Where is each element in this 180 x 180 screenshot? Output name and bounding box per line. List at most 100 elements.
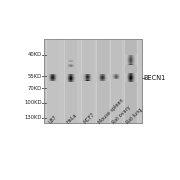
Bar xyxy=(121,78,122,79)
Bar xyxy=(56,74,57,75)
Bar xyxy=(119,76,120,77)
Bar xyxy=(108,75,109,81)
Bar xyxy=(75,81,76,82)
Bar xyxy=(72,61,73,62)
Bar xyxy=(126,60,127,61)
Bar xyxy=(133,76,134,77)
Bar xyxy=(71,81,72,82)
Bar xyxy=(91,79,92,80)
Bar xyxy=(90,74,91,75)
Bar xyxy=(75,76,76,77)
Bar xyxy=(132,76,133,77)
Bar xyxy=(108,79,109,80)
Bar xyxy=(47,75,48,76)
Bar xyxy=(85,78,86,79)
Bar xyxy=(135,75,136,76)
Bar xyxy=(73,77,74,78)
Bar xyxy=(134,63,135,64)
Bar xyxy=(90,77,91,78)
Bar xyxy=(87,75,88,76)
Bar xyxy=(70,78,71,79)
Bar xyxy=(128,77,129,78)
Bar xyxy=(117,77,118,78)
Bar xyxy=(52,80,53,81)
Bar xyxy=(125,63,126,64)
Bar xyxy=(119,77,120,78)
Bar xyxy=(74,75,75,76)
Bar xyxy=(49,78,50,79)
Bar xyxy=(125,59,126,60)
Bar xyxy=(74,64,75,65)
Bar xyxy=(116,78,117,79)
Bar xyxy=(128,57,129,58)
Bar xyxy=(136,59,137,60)
Bar xyxy=(126,80,127,81)
Bar xyxy=(99,79,100,80)
Bar xyxy=(128,78,129,79)
Bar xyxy=(65,61,66,62)
Bar xyxy=(129,73,130,74)
Bar xyxy=(110,78,111,79)
Bar xyxy=(130,56,131,65)
Bar xyxy=(103,75,104,76)
Bar xyxy=(52,78,53,79)
Bar xyxy=(48,78,49,79)
Bar xyxy=(132,62,133,63)
Bar xyxy=(69,64,70,68)
Bar xyxy=(55,74,56,75)
Bar xyxy=(114,76,115,77)
Text: 100KD: 100KD xyxy=(24,100,42,105)
Bar xyxy=(129,61,130,62)
Bar xyxy=(129,59,130,60)
Bar xyxy=(89,74,90,75)
Bar xyxy=(119,75,120,79)
Bar xyxy=(104,78,105,79)
Bar xyxy=(136,81,137,82)
Bar xyxy=(125,80,126,81)
Bar xyxy=(136,76,137,77)
Bar xyxy=(102,75,103,81)
Text: 130KD: 130KD xyxy=(24,115,42,120)
Bar xyxy=(73,64,74,68)
Bar xyxy=(121,76,122,77)
Bar xyxy=(50,78,51,79)
Bar xyxy=(132,63,133,64)
Bar xyxy=(73,65,74,66)
Bar xyxy=(81,74,82,75)
Bar xyxy=(118,77,119,78)
Bar xyxy=(101,74,102,75)
Bar xyxy=(76,64,77,65)
Bar xyxy=(83,74,84,75)
Bar xyxy=(47,80,48,81)
Bar xyxy=(100,79,101,80)
Bar xyxy=(82,79,83,80)
Bar xyxy=(133,59,134,60)
Bar xyxy=(76,79,77,80)
Bar xyxy=(52,76,53,77)
Bar xyxy=(66,75,67,76)
Bar xyxy=(69,76,70,77)
Bar xyxy=(51,80,52,81)
Bar xyxy=(50,76,51,77)
Bar xyxy=(131,81,132,82)
Bar xyxy=(72,78,73,79)
Bar xyxy=(126,63,127,64)
Bar xyxy=(74,64,75,68)
Bar xyxy=(76,76,77,77)
Bar xyxy=(133,79,134,80)
Bar xyxy=(53,79,54,80)
Bar xyxy=(88,74,89,75)
Bar xyxy=(127,56,128,57)
Bar xyxy=(96,77,97,78)
Bar xyxy=(134,61,135,62)
Bar xyxy=(133,75,134,76)
Bar xyxy=(108,76,109,77)
Bar xyxy=(104,75,105,81)
Bar xyxy=(71,77,72,78)
Bar xyxy=(119,74,120,75)
Bar xyxy=(66,78,67,79)
Bar xyxy=(135,55,136,56)
Bar xyxy=(130,78,131,79)
Bar xyxy=(130,60,131,61)
Bar xyxy=(72,64,73,65)
